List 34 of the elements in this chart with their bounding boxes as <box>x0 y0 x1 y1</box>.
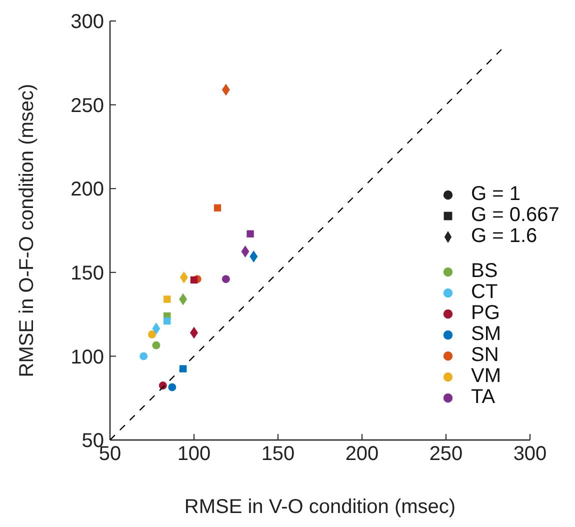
point <box>152 341 160 350</box>
legend-label: SM <box>471 323 501 345</box>
legend-label: PG <box>471 302 500 324</box>
y-tick-label: 150 <box>70 262 104 284</box>
point <box>158 382 167 390</box>
point <box>214 204 222 212</box>
legend-label: CT <box>471 281 498 303</box>
point <box>148 330 156 338</box>
x-tick-label: 300 <box>513 443 547 466</box>
point <box>246 230 254 238</box>
point <box>190 276 198 284</box>
legend-label: SN <box>471 344 499 366</box>
annotation: G = 1 <box>471 183 520 205</box>
point <box>222 275 230 284</box>
y-tick-label: 100 <box>70 346 104 368</box>
legend-label: BS <box>471 260 498 282</box>
x-axis-title: RMSE in V-O condition (msec) <box>184 496 456 518</box>
x-tick-label: 100 <box>177 443 211 466</box>
y-tick-label: 300 <box>70 11 104 34</box>
x-tick-label: 200 <box>345 443 379 466</box>
point <box>179 365 187 372</box>
y-axis-title: RMSE in O-F-O condition (msec) <box>16 84 38 378</box>
y-tick-label: 200 <box>70 178 104 201</box>
point <box>168 383 176 392</box>
annotation: G = 1.6 <box>471 225 538 247</box>
x-tick-label: 150 <box>261 443 295 466</box>
annotation: G = 0.667 <box>471 204 560 226</box>
point <box>140 352 148 360</box>
y-tick-label: 250 <box>70 94 104 117</box>
x-tick-label: 250 <box>429 443 463 466</box>
point <box>164 296 171 303</box>
point <box>164 317 171 325</box>
legend-label: TA <box>471 386 496 408</box>
legend-label: VM <box>471 365 501 387</box>
